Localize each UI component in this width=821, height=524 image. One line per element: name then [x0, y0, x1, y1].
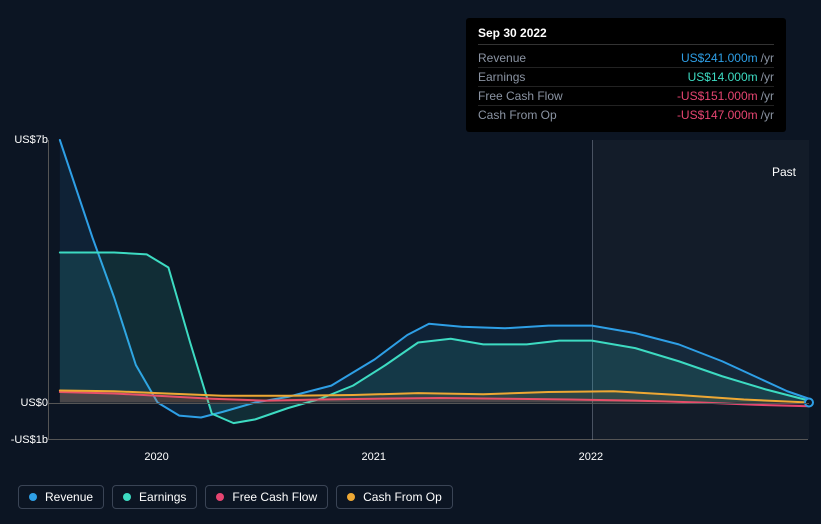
tooltip-label: Revenue — [478, 51, 526, 65]
tooltip-row: Revenue US$241.000m/yr — [478, 49, 774, 68]
gridline-zero — [49, 403, 809, 404]
x-axis-label: 2022 — [579, 451, 603, 463]
tooltip-row: Earnings US$14.000m/yr — [478, 68, 774, 87]
legend-item[interactable]: Earnings — [112, 485, 197, 509]
tooltip-value: US$241.000m — [681, 51, 758, 65]
legend-label: Cash From Op — [363, 490, 442, 504]
y-axis-label: US$0 — [20, 397, 48, 409]
plot-area[interactable]: Past — [48, 140, 808, 440]
y-axis-label: -US$1b — [11, 434, 48, 446]
tooltip-value-wrap: -US$151.000m/yr — [677, 89, 774, 103]
legend-label: Earnings — [139, 490, 186, 504]
tooltip-row: Free Cash Flow -US$151.000m/yr — [478, 87, 774, 106]
tooltip-rows: RevenueUS$241.000m/yrEarningsUS$14.000m/… — [478, 49, 774, 124]
tooltip-label: Earnings — [478, 70, 525, 84]
tooltip-unit: /yr — [761, 108, 774, 122]
tooltip-value-wrap: US$14.000m/yr — [688, 70, 774, 84]
tooltip-value: -US$151.000m — [677, 89, 758, 103]
legend-item[interactable]: Cash From Op — [336, 485, 453, 509]
legend-label: Free Cash Flow — [232, 490, 317, 504]
legend-dot-icon — [29, 493, 37, 501]
legend-label: Revenue — [45, 490, 93, 504]
legend-item[interactable]: Revenue — [18, 485, 104, 509]
tooltip-label: Cash From Op — [478, 108, 557, 122]
chart-container: Past US$7bUS$0-US$1b202020212022 — [18, 125, 808, 465]
x-axis-label: 2020 — [144, 451, 168, 463]
tooltip-unit: /yr — [761, 70, 774, 84]
tooltip-value-wrap: -US$147.000m/yr — [677, 108, 774, 122]
chart-svg — [49, 140, 809, 440]
tooltip-date: Sep 30 2022 — [478, 26, 774, 45]
tooltip-value-wrap: US$241.000m/yr — [681, 51, 774, 65]
y-axis-label: US$7b — [14, 134, 48, 146]
tooltip-value: US$14.000m — [688, 70, 758, 84]
x-axis-label: 2021 — [361, 451, 385, 463]
legend-dot-icon — [347, 493, 355, 501]
tooltip-value: -US$147.000m — [677, 108, 758, 122]
tooltip-label: Free Cash Flow — [478, 89, 563, 103]
legend-dot-icon — [123, 493, 131, 501]
legend: Revenue Earnings Free Cash Flow Cash From O… — [18, 485, 453, 509]
legend-item[interactable]: Free Cash Flow — [205, 485, 328, 509]
tooltip-unit: /yr — [761, 51, 774, 65]
legend-dot-icon — [216, 493, 224, 501]
tooltip-row: Cash From Op -US$147.000m/yr — [478, 106, 774, 124]
tooltip-unit: /yr — [761, 89, 774, 103]
chart-tooltip: Sep 30 2022 RevenueUS$241.000m/yrEarning… — [466, 18, 786, 132]
